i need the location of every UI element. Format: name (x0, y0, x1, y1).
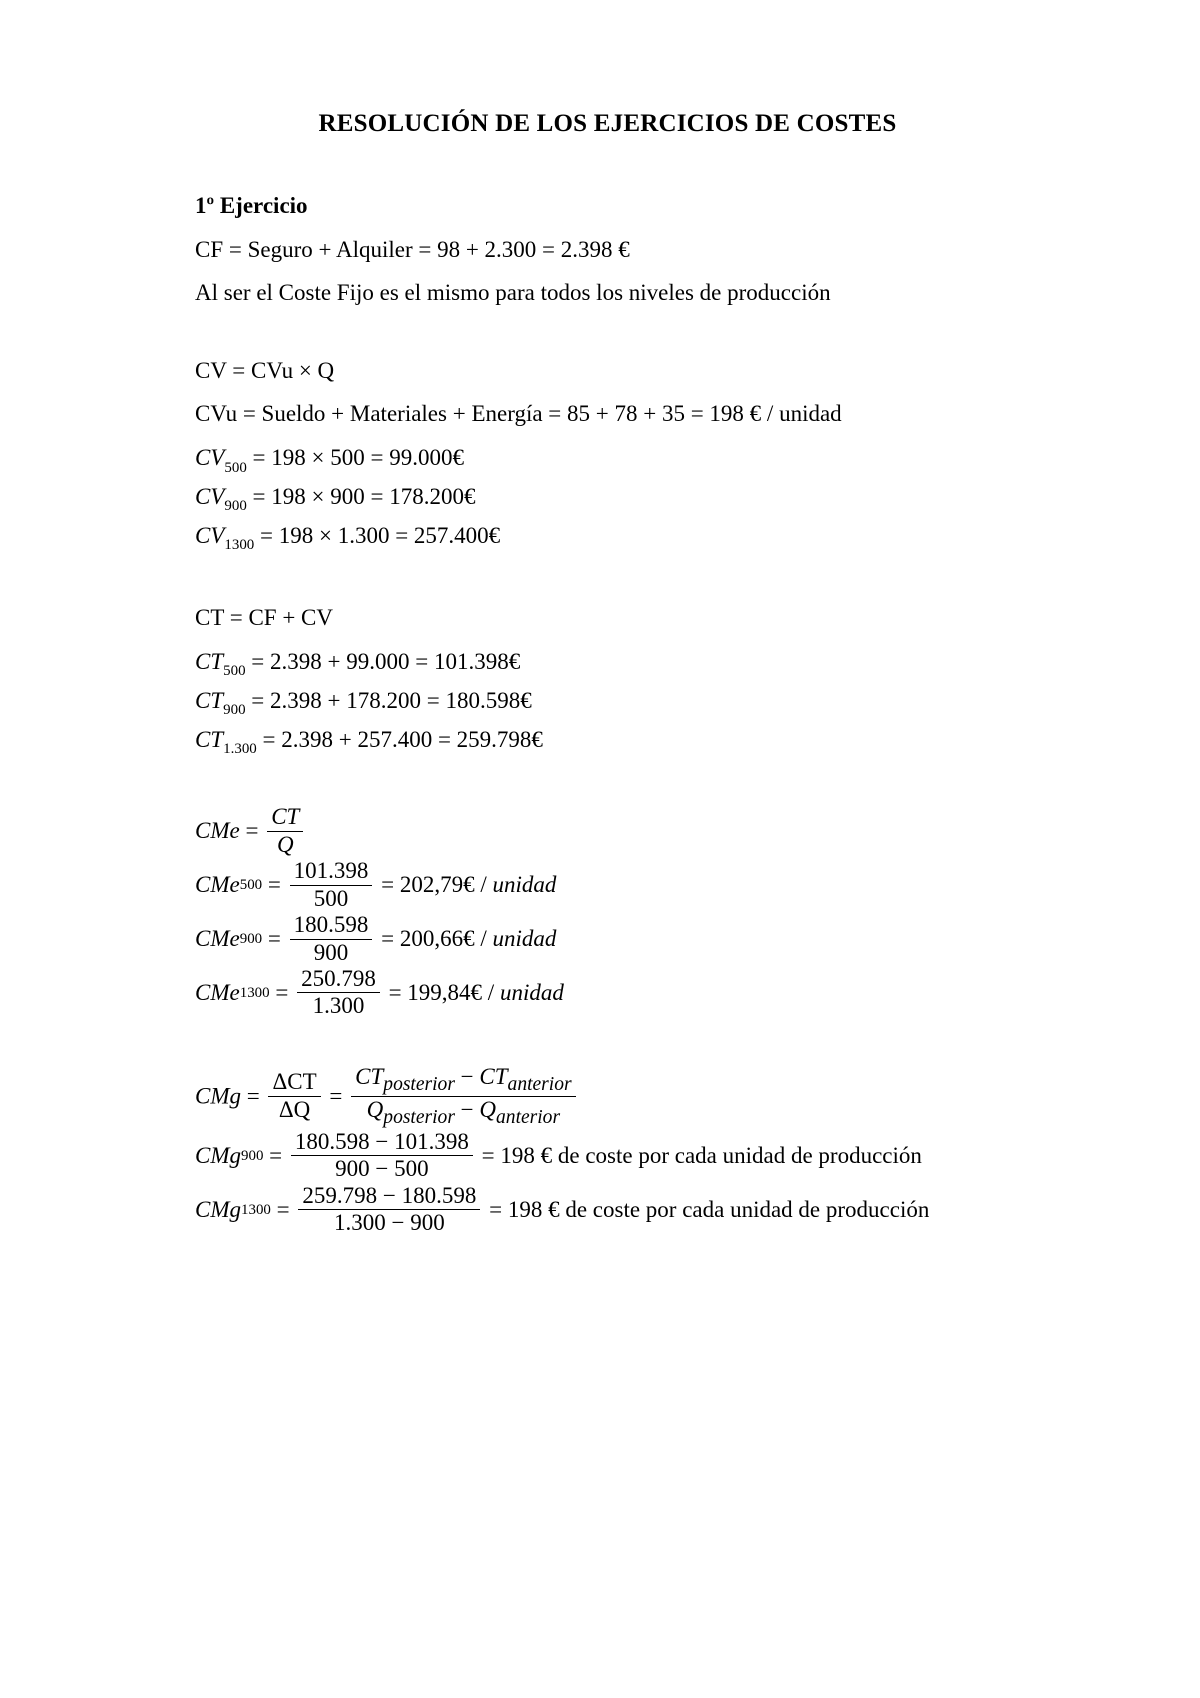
cme-sym: CMe (195, 818, 240, 843)
cmg-f1-den: ΔQ (279, 1097, 310, 1122)
cme-num: 101.398 (290, 858, 373, 885)
cv-formula: CV = CVu × Q (195, 354, 1020, 387)
cmg-num-a-sub: posterior (383, 1074, 455, 1095)
cv-block: CV = CVu × Q CVu = Sueldo + Materiales +… (195, 354, 1020, 557)
cmg-block: CMg = ΔCT ΔQ = CTposterior − CTanterior … (195, 1064, 1020, 1237)
document-page: RESOLUCIÓN DE LOS EJERCICIOS DE COSTES 1… (0, 0, 1200, 1317)
cmg-den-b: Q (479, 1097, 496, 1122)
cf-note: Al ser el Coste Fijo es el mismo para to… (195, 276, 1020, 309)
cv-1300: CV1300 = 198 × 1.300 = 257.400€ (195, 518, 1020, 557)
cv-sub: 1300 (224, 537, 254, 553)
cme-num: CT (267, 804, 303, 831)
cv-500: CV500 = 198 × 500 = 99.000€ (195, 440, 1020, 479)
cme-sub: 900 (240, 931, 262, 947)
ct-900: CT900 = 2.398 + 178.200 = 180.598€ (195, 683, 1020, 722)
cmg-den-a: Q (367, 1097, 384, 1122)
cme-den: Q (267, 832, 303, 858)
cmg-num: 180.598 − 101.398 (291, 1129, 473, 1156)
cmg-900: CMg900 = 180.598 − 101.398 900 − 500 = 1… (195, 1129, 1020, 1183)
cmg-den: 1.300 − 900 (298, 1210, 480, 1236)
cme-unit: unidad (492, 872, 556, 897)
ct-sub: 900 (223, 702, 245, 718)
cme-num: 250.798 (297, 966, 380, 993)
ct-block: CT = CF + CV CT500 = 2.398 + 99.000 = 10… (195, 601, 1020, 761)
cme-den: 500 (290, 886, 373, 912)
cv-sub: 900 (224, 498, 246, 514)
ct-500: CT500 = 2.398 + 99.000 = 101.398€ (195, 644, 1020, 683)
cme-num: 180.598 (290, 912, 373, 939)
cmg-num-b: CT (479, 1064, 507, 1089)
ct-expr: = 2.398 + 178.200 = 180.598€ (251, 688, 531, 713)
cvu-formula: CVu = Sueldo + Materiales + Energía = 85… (195, 397, 1020, 430)
cme-unit: unidad (492, 926, 556, 951)
cmg-1300: CMg1300 = 259.798 − 180.598 1.300 − 900 … (195, 1183, 1020, 1237)
cv-expr: = 198 × 500 = 99.000€ (253, 445, 464, 470)
document-title: RESOLUCIÓN DE LOS EJERCICIOS DE COSTES (195, 110, 1020, 138)
cv-expr: = 198 × 1.300 = 257.400€ (260, 523, 500, 548)
cme-res: = 202,79€ / (381, 872, 487, 897)
cv-expr: = 198 × 900 = 178.200€ (253, 484, 476, 509)
cmg-num-a: CT (355, 1064, 383, 1089)
ct-formula: CT = CF + CV (195, 601, 1020, 634)
cme-1300: CMe1300 = 250.798 1.300 = 199,84€ / unid… (195, 966, 1020, 1020)
cmg-den: 900 − 500 (291, 1156, 473, 1182)
cmg-sub: 1300 (241, 1202, 271, 1218)
cme-500: CMe500 = 101.398 500 = 202,79€ / unidad (195, 858, 1020, 912)
cme-block: CMe = CT Q CMe500 = 101.398 500 = 202,79… (195, 804, 1020, 1020)
cmg-num-b-sub: anterior (508, 1074, 572, 1095)
ct-expr: = 2.398 + 257.400 = 259.798€ (263, 727, 543, 752)
cmg-sub: 900 (241, 1148, 263, 1164)
cme-den: 900 (290, 940, 373, 966)
cme-den: 1.300 (297, 993, 380, 1019)
cmg-sym: CMg (195, 1084, 241, 1109)
cmg-f1-num: ΔCT (272, 1069, 316, 1094)
cmg-tail: € de coste por cada unidad de producción (535, 1143, 922, 1168)
cf-formula: CF = Seguro + Alquiler = 98 + 2.300 = 2.… (195, 233, 1020, 266)
ct-1300: CT1.300 = 2.398 + 257.400 = 259.798€ (195, 722, 1020, 761)
cme-900: CMe900 = 180.598 900 = 200,66€ / unidad (195, 912, 1020, 966)
cme-res: = 200,66€ / (381, 926, 487, 951)
ct-sub: 500 (223, 663, 245, 679)
cme-res: = 199,84€ / (389, 980, 495, 1005)
cmg-den-a-sub: posterior (383, 1107, 455, 1128)
ct-expr: = 2.398 + 99.000 = 101.398€ (251, 649, 520, 674)
cme-formula: CMe = CT Q (195, 804, 1020, 858)
cme-sub: 1300 (240, 985, 270, 1001)
cmg-formula: CMg = ΔCT ΔQ = CTposterior − CTanterior … (195, 1064, 1020, 1129)
cmg-num: 259.798 − 180.598 (298, 1183, 480, 1210)
cv-sub: 500 (224, 460, 246, 476)
cmg-res: = 198 (482, 1143, 535, 1168)
cmg-den-b-sub: anterior (496, 1107, 560, 1128)
cme-sub: 500 (240, 877, 262, 893)
cv-900: CV900 = 198 × 900 = 178.200€ (195, 479, 1020, 518)
ct-sub: 1.300 (223, 741, 257, 757)
cme-unit: unidad (500, 980, 564, 1005)
exercise-heading: 1º Ejercicio (195, 193, 1020, 219)
cmg-res: = 198 (489, 1197, 542, 1222)
cmg-tail: € de coste por cada unidad de producción (542, 1197, 929, 1222)
